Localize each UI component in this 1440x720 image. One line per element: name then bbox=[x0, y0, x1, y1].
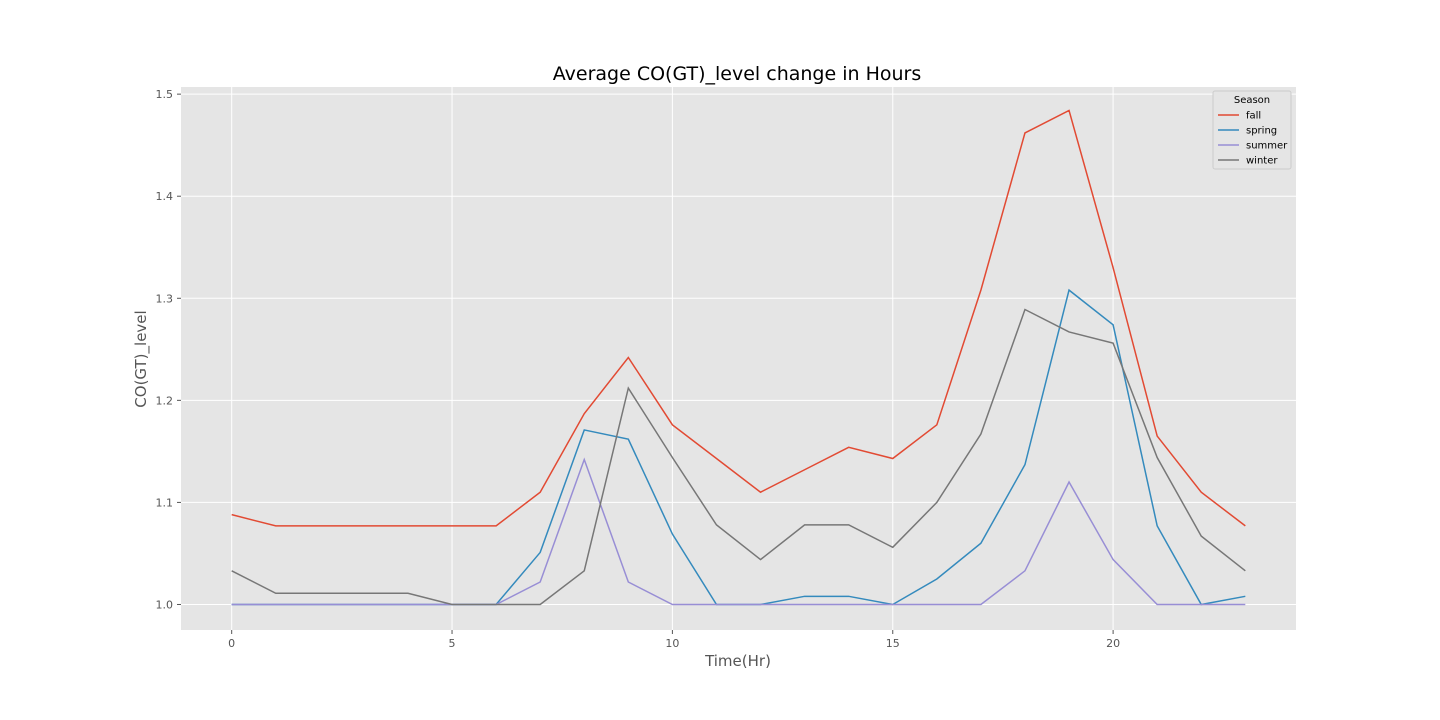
legend-label-fall: fall bbox=[1246, 111, 1261, 122]
legend-box bbox=[1212, 90, 1292, 170]
x-tick-label: 5 bbox=[449, 637, 456, 650]
y-axis-label: CO(GT)_level bbox=[132, 310, 151, 407]
y-tick-label: 1.3 bbox=[156, 292, 174, 305]
legend-label-winter: winter bbox=[1246, 156, 1278, 167]
series-line-fall bbox=[231, 109, 1246, 527]
x-axis-ticks: 0 5 10 15 20 bbox=[228, 630, 1120, 650]
legend-title: Season bbox=[1234, 95, 1270, 106]
series-line-summer bbox=[231, 457, 1246, 606]
y-tick-label: 1.0 bbox=[156, 598, 174, 611]
y-tick-label: 1.5 bbox=[156, 88, 174, 101]
series-line-winter bbox=[231, 308, 1246, 606]
legend-label-spring: spring bbox=[1246, 126, 1277, 137]
chart-title: Average CO(GT)_level change in Hours bbox=[553, 63, 921, 85]
series-lines bbox=[231, 109, 1246, 606]
plot-area bbox=[181, 87, 1296, 630]
y-tick-label: 1.2 bbox=[156, 394, 174, 407]
legend-items: fall spring summer winter bbox=[1218, 111, 1288, 167]
y-tick-label: 1.1 bbox=[156, 496, 174, 509]
x-tick-label: 10 bbox=[665, 637, 679, 650]
x-tick-label: 20 bbox=[1106, 637, 1120, 650]
x-axis-label: Time(Hr) bbox=[704, 652, 771, 670]
legend: Season fall spring summer winter bbox=[1212, 90, 1292, 170]
y-axis-ticks: 1.0 1.1 1.2 1.3 1.4 1.5 bbox=[156, 88, 181, 611]
legend-label-summer: summer bbox=[1246, 141, 1288, 152]
x-tick-label: 0 bbox=[228, 637, 235, 650]
x-tick-label: 15 bbox=[886, 637, 900, 650]
y-tick-label: 1.4 bbox=[156, 190, 174, 203]
